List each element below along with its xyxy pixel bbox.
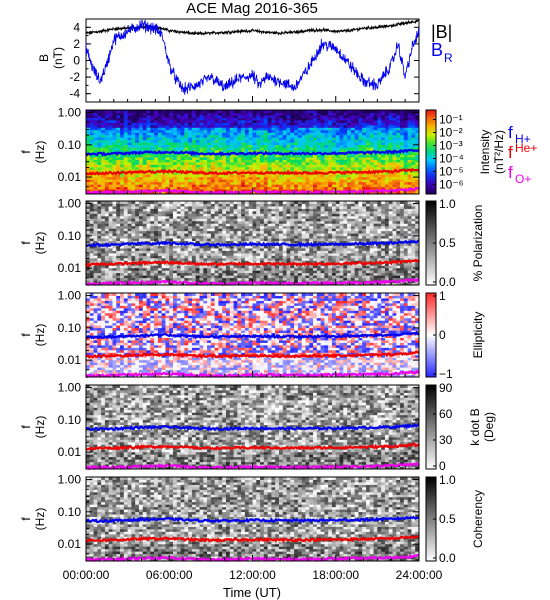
colorbar-tick-label: 10⁻⁵ (439, 165, 464, 179)
legend-f-h: f (508, 123, 513, 142)
colorbar-label-unit: (nT²/Hz) (492, 130, 506, 174)
field-panel: 420-2-4B (nT)|B|B R (37, 19, 453, 102)
freq-tick-label: 0.01 (58, 170, 82, 184)
colorbar-tick-label: 10⁻⁴ (439, 152, 464, 166)
legend-f-he: f (508, 143, 513, 162)
colorbar-intensity (426, 110, 436, 194)
legend-b-magnitude: |B| (431, 22, 452, 42)
field-y-tick-label: -4 (69, 87, 80, 101)
panel-intensity: 1.000.100.01f (Hz)10⁻¹10⁻²10⁻³10⁻⁴10⁻⁵10⁻… (19, 106, 537, 195)
freq-tick-label: 0.10 (58, 138, 82, 152)
field-ylabel-unit: (nT) (51, 47, 65, 69)
panel-polarization: 1.000.100.01f (Hz)1.00.50.0% Polarization (19, 197, 485, 289)
colorbar-tick-label: 10⁻² (439, 126, 463, 140)
colorbar-tick-label: 10⁻⁶ (439, 178, 464, 192)
colorbar-tick-label: 10⁻³ (439, 139, 463, 153)
legend-b-r: B (431, 40, 443, 60)
field-y-tick-label: 2 (73, 37, 80, 51)
freq-ylabel-unit: (Hz) (33, 141, 47, 164)
legend-b-r-subscript: R (444, 51, 453, 65)
colorbar-label: Intensity (478, 130, 492, 175)
spectrogram-panels: 1.000.100.01f (Hz)10⁻¹10⁻²10⁻³10⁻⁴10⁻⁵10⁻… (19, 106, 537, 565)
legend-f-o: f (508, 163, 513, 182)
freq-tick-label: 1.00 (58, 106, 82, 120)
legend-f-index: O+ (515, 172, 531, 186)
field-y-tick-label: 0 (73, 54, 80, 68)
colorbar-tick-label: 10⁻¹ (439, 113, 463, 127)
freq-ylabel-f: f (19, 150, 33, 154)
field-ylabel-b: B (37, 54, 51, 62)
legend-f-index: He+ (515, 141, 537, 155)
field-y-tick-label: -2 (69, 70, 80, 84)
field-y-tick-label: 4 (73, 20, 80, 34)
chart-title: ACE Mag 2016-365 (186, 0, 318, 17)
